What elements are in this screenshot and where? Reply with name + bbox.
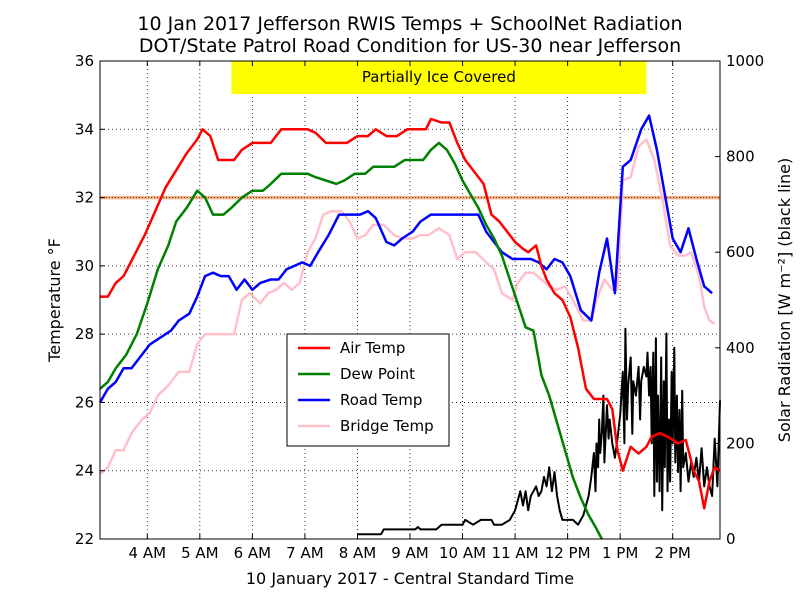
chart-title-line1: 10 Jan 2017 Jefferson RWIS Temps + Schoo… xyxy=(137,13,682,35)
series-group xyxy=(98,114,721,540)
y-tick-label-left: 22 xyxy=(75,530,94,548)
y-tick-label-left: 26 xyxy=(75,393,94,411)
legend: Air Temp Dew Point Road Temp Bridge Temp xyxy=(286,333,450,447)
series-line-bridge-temp xyxy=(99,138,716,476)
y-axis-label-left: Temperature °F xyxy=(45,238,64,363)
y-tick-label-left: 24 xyxy=(75,462,94,480)
y-tick-label-right: 400 xyxy=(726,339,755,357)
legend-box xyxy=(286,333,450,447)
series-line-road-temp xyxy=(98,114,713,404)
y-tick-label-left: 36 xyxy=(75,52,94,70)
series-line-air-temp xyxy=(100,117,721,510)
y-tick-label-left: 34 xyxy=(75,120,94,138)
x-tick-label: 5 AM xyxy=(181,544,219,562)
legend-label: Road Temp xyxy=(340,391,422,409)
series-line-solar-radiation xyxy=(357,327,721,536)
condition-band-label: Partially Ice Covered xyxy=(362,68,516,86)
series-line-dew-point xyxy=(99,141,603,540)
condition-band-group: Partially Ice Covered xyxy=(231,61,647,94)
y-tick-label-right: 200 xyxy=(726,434,755,452)
x-tick-label: 10 AM xyxy=(439,544,486,562)
x-tick-label: 8 AM xyxy=(339,544,377,562)
chart-title-line2: DOT/State Patrol Road Condition for US-3… xyxy=(139,35,681,57)
y-tick-label-right: 600 xyxy=(726,243,755,261)
x-tick-label: 6 AM xyxy=(234,544,272,562)
legend-label: Air Temp xyxy=(340,339,405,357)
condition-band xyxy=(231,61,647,94)
x-axis-label: 10 January 2017 - Central Standard Time xyxy=(246,569,574,588)
legend-label: Dew Point xyxy=(340,365,415,383)
y-tick-label-right: 0 xyxy=(726,530,736,548)
y-axis-label-right: Solar Radiation [W m⁻²] (black line) xyxy=(775,158,794,442)
y-tick-label-right: 1000 xyxy=(726,52,764,70)
y-tick-label-right: 800 xyxy=(726,148,755,166)
x-tick-label: 7 AM xyxy=(286,544,324,562)
x-tick-label: 2 PM xyxy=(655,544,691,562)
x-tick-label: 9 AM xyxy=(391,544,429,562)
y-tick-label-left: 30 xyxy=(75,257,94,275)
axis-ticks: 4 AM 5 AM 6 AM 7 AM 8 AM 9 AM 10 AM 11 AM 12 PM 1… xyxy=(75,52,764,562)
y-tick-label-left: 28 xyxy=(75,325,94,343)
y-tick-label-left: 32 xyxy=(75,189,94,207)
legend-label: Bridge Temp xyxy=(340,417,434,435)
x-tick-label: 12 PM xyxy=(545,544,591,562)
x-tick-label: 4 AM xyxy=(129,544,167,562)
x-tick-label: 11 AM xyxy=(492,544,539,562)
x-tick-label: 1 PM xyxy=(602,544,638,562)
